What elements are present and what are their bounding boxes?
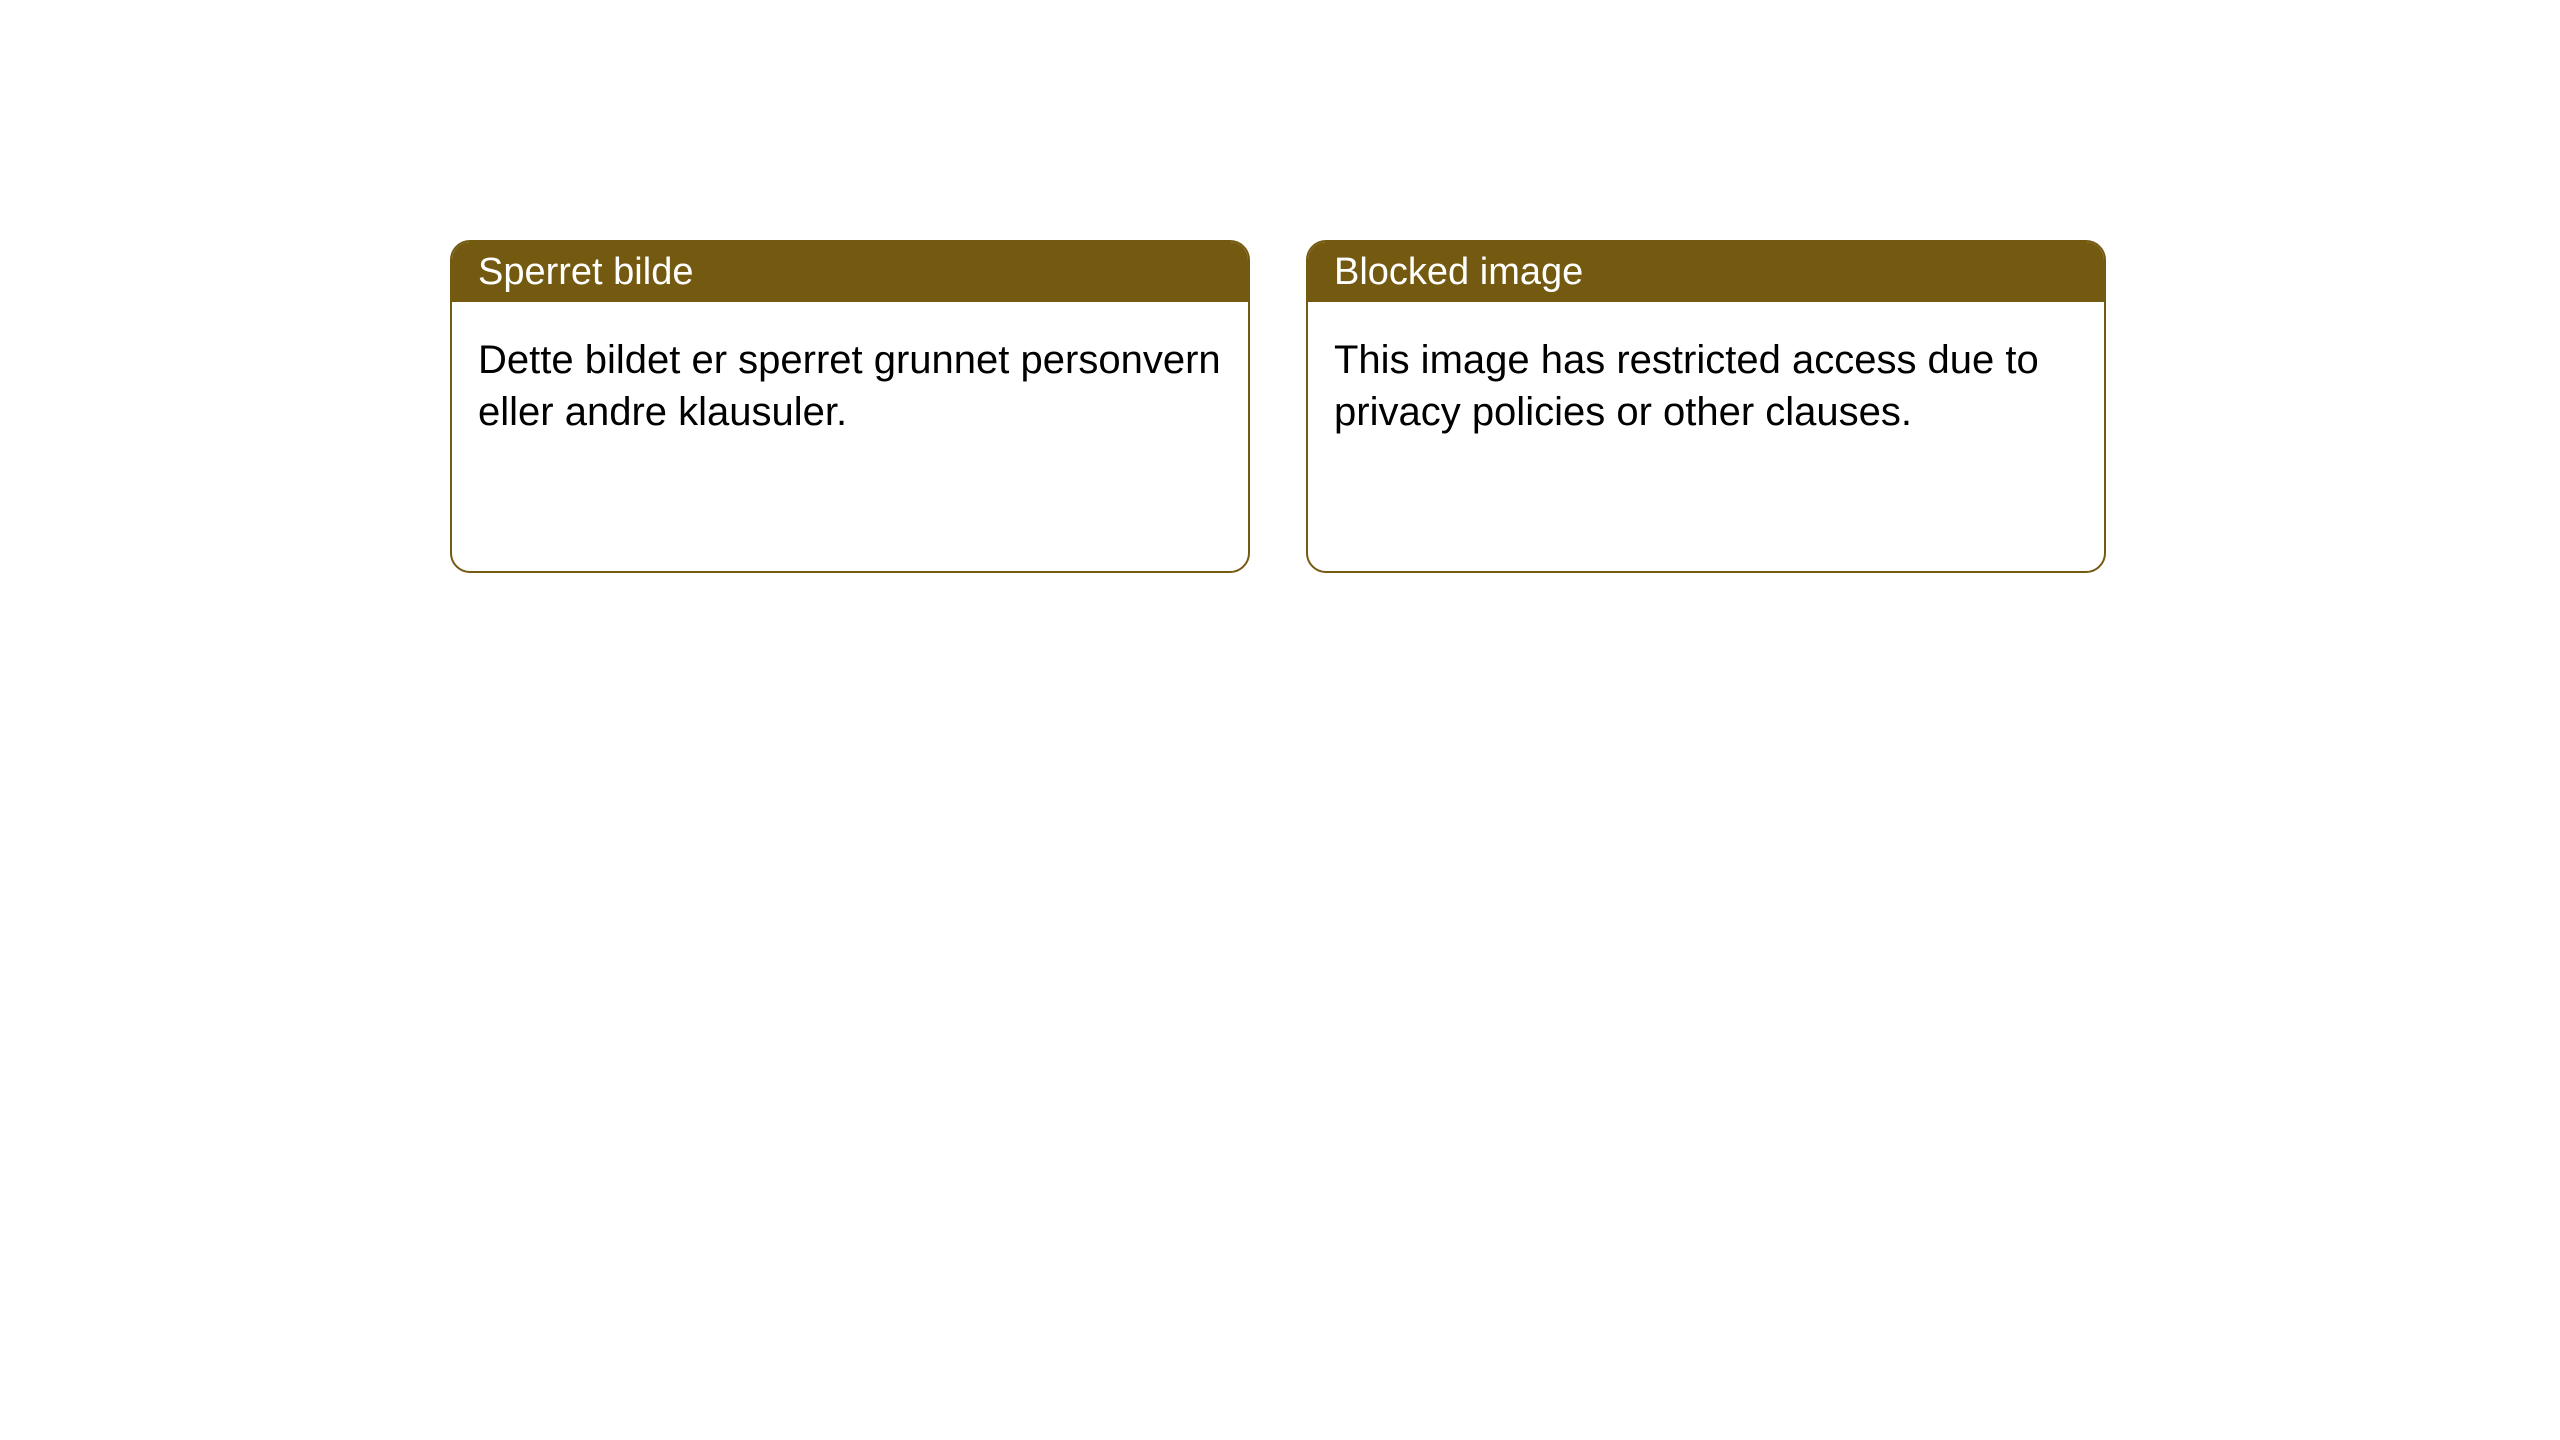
notice-title-english: Blocked image: [1334, 251, 1583, 294]
notice-card-english: Blocked image This image has restricted …: [1306, 240, 2106, 573]
notice-text-english: This image has restricted access due to …: [1334, 338, 2039, 434]
notice-container: Sperret bilde Dette bildet er sperret gr…: [0, 0, 2560, 573]
notice-header-norwegian: Sperret bilde: [452, 242, 1248, 302]
notice-body-norwegian: Dette bildet er sperret grunnet personve…: [452, 302, 1248, 470]
notice-title-norwegian: Sperret bilde: [478, 251, 693, 294]
notice-card-norwegian: Sperret bilde Dette bildet er sperret gr…: [450, 240, 1250, 573]
notice-body-english: This image has restricted access due to …: [1308, 302, 2104, 470]
notice-text-norwegian: Dette bildet er sperret grunnet personve…: [478, 338, 1221, 434]
notice-header-english: Blocked image: [1308, 242, 2104, 302]
